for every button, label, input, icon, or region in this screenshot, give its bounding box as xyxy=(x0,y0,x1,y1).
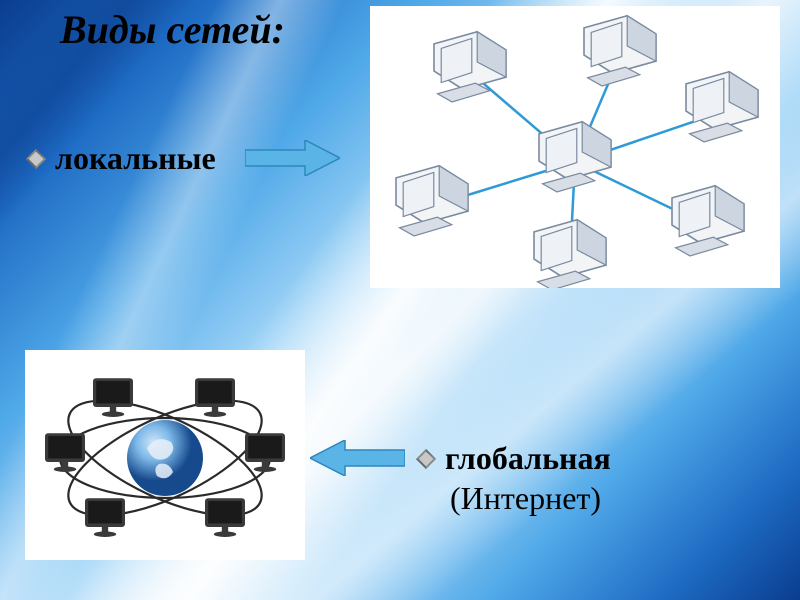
global-network-diagram xyxy=(25,350,305,560)
arrow-right-icon xyxy=(245,140,340,176)
arrow-left-icon xyxy=(310,440,405,476)
bullet-global-sublabel: (Интернет) xyxy=(450,480,601,517)
bullet-global-label: глобальная xyxy=(445,440,611,477)
local-network-diagram xyxy=(370,6,780,288)
bullet-local: локальные xyxy=(25,140,216,177)
bullet-global: глобальная xyxy=(415,440,611,477)
bullet-local-label: локальные xyxy=(55,140,216,177)
diamond-ornament-icon xyxy=(415,448,437,470)
slide-title: Виды сетей: xyxy=(60,6,285,53)
diamond-ornament-icon xyxy=(25,148,47,170)
slide-background: Виды сетей: локальные глобальная (Интерн… xyxy=(0,0,800,600)
